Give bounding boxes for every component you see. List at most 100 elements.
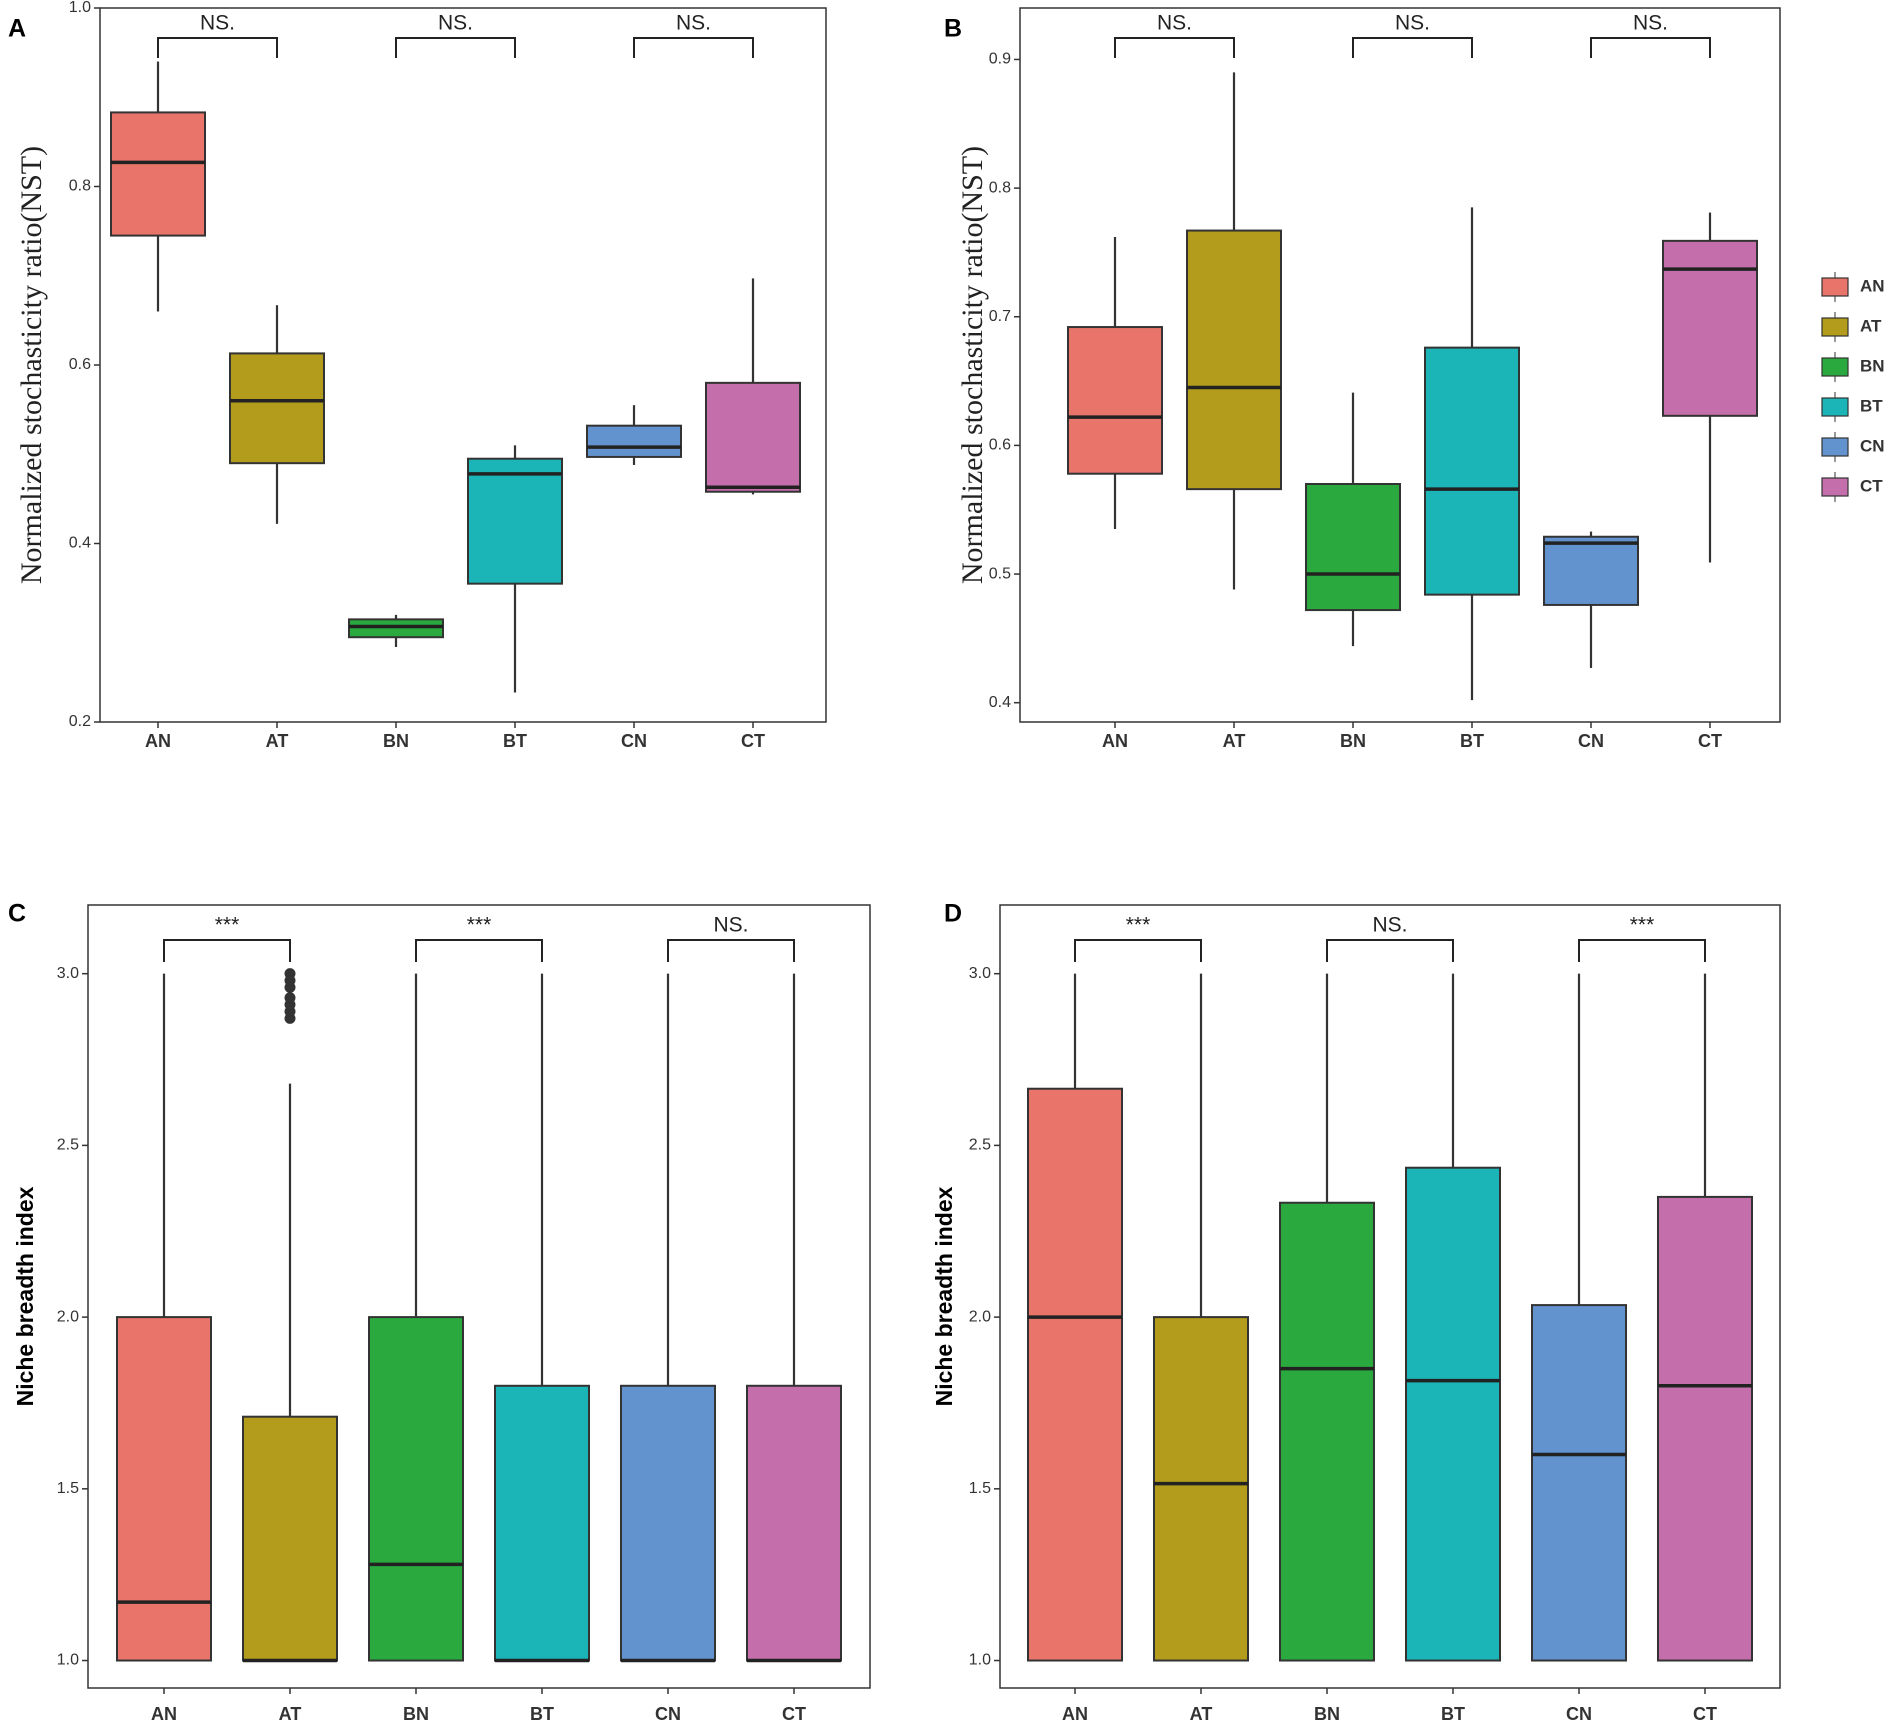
legend-item-bn: BN [1821, 352, 1885, 382]
legend-swatch [1821, 477, 1849, 497]
legend-swatch [1821, 317, 1849, 337]
y-tick-label-d: 1.5 [969, 1480, 991, 1497]
y-tick-label-a: 1.0 [69, 0, 91, 16]
x-tick-label-d: BN [1314, 1704, 1340, 1724]
significance-label-d: *** [1126, 914, 1151, 937]
box-d-cn [1531, 973, 1627, 1662]
x-tick-label-b: BT [1460, 731, 1484, 751]
y-tick-label-b: 0.7 [989, 308, 1011, 325]
legend-label: AN [1860, 276, 1885, 295]
significance-bracket-c [163, 939, 291, 962]
legend-label: AT [1860, 316, 1882, 335]
y-tick-label-d: 2.5 [969, 1137, 991, 1154]
iqr-box [1027, 1087, 1123, 1662]
x-tick-label-a: AT [266, 731, 289, 751]
legend-swatch [1821, 277, 1849, 297]
box-a-bt [467, 445, 563, 693]
x-tick-label-a: AN [145, 731, 171, 751]
legend-label: CT [1860, 476, 1883, 495]
y-tick-label-b: 0.6 [989, 437, 1011, 454]
panel-label-d: D [944, 900, 962, 928]
significance-label-c: NS. [713, 914, 748, 937]
x-tick-label-c: BN [403, 1704, 429, 1724]
panel-b: B 0.4 0.5 0.6 0.7 0.8 0.9 Normalized stochastic… [944, 7, 1781, 751]
box-a-ct [705, 278, 801, 495]
iqr-box [1305, 483, 1401, 612]
legend-item-bt: BT [1821, 392, 1883, 422]
box-a-an [110, 61, 206, 312]
iqr-box [368, 1316, 464, 1662]
panel-label-a: A [8, 15, 26, 43]
legend: AN AT BN BT CN CT [1821, 272, 1885, 502]
box-a-cn [586, 405, 682, 465]
iqr-box [1405, 1166, 1501, 1662]
x-tick-label-c: CT [782, 1704, 806, 1724]
significance-label-a: NS. [676, 12, 711, 35]
iqr-box [1153, 1316, 1249, 1662]
outlier-point [284, 992, 296, 1004]
y-axis-title-c: Niche breadth index [12, 1186, 38, 1406]
significance-label-b: NS. [1157, 12, 1192, 35]
iqr-box [1186, 229, 1282, 491]
x-tick-label-d: AN [1062, 1704, 1088, 1724]
iqr-box [1279, 1201, 1375, 1662]
iqr-box [116, 1316, 212, 1662]
x-tick-label-b: AT [1223, 731, 1246, 751]
x-tick-label-b: CN [1578, 731, 1604, 751]
y-tick-label-a: 0.2 [69, 713, 91, 730]
y-tick-label-c: 2.0 [57, 1308, 79, 1325]
significance-bracket-c [667, 939, 795, 962]
legend-item-ct: CT [1821, 472, 1883, 502]
iqr-box [467, 457, 563, 585]
iqr-box [1657, 1195, 1753, 1662]
y-tick-label-b: 0.8 [989, 179, 1011, 196]
x-tick-label-d: BT [1441, 1704, 1465, 1724]
box-c-bt [494, 973, 590, 1663]
x-tick-label-b: CT [1698, 731, 1722, 751]
x-tick-label-b: AN [1102, 731, 1128, 751]
iqr-box [705, 381, 801, 493]
x-tick-label-b: BN [1340, 731, 1366, 751]
significance-label-c: *** [467, 914, 492, 937]
iqr-box [348, 618, 444, 639]
x-tick-label-a: CT [741, 731, 765, 751]
y-tick-label-d: 2.0 [969, 1308, 991, 1325]
box-d-an [1027, 973, 1123, 1662]
x-tick-label-c: AN [151, 1704, 177, 1724]
iqr-box [1424, 346, 1520, 596]
x-tick-label-d: AT [1190, 1704, 1213, 1724]
iqr-box [242, 1415, 338, 1662]
iqr-box [110, 111, 206, 237]
significance-bracket-c [415, 939, 543, 962]
box-d-ct [1657, 973, 1753, 1662]
y-tick-label-a: 0.4 [69, 535, 91, 552]
panel-d: D 1.0 1.5 2.0 2.5 3.0 Niche breadth index AN AT B… [931, 900, 1781, 1724]
x-tick-label-c: BT [530, 1704, 554, 1724]
y-tick-label-c: 1.5 [57, 1480, 79, 1497]
box-c-ct [746, 973, 842, 1663]
box-c-an [116, 973, 212, 1662]
significance-label-d: *** [1630, 914, 1655, 937]
x-tick-label-a: BN [383, 731, 409, 751]
significance-bracket-b [1114, 37, 1235, 58]
significance-bracket-d [1326, 939, 1454, 962]
box-b-an [1067, 236, 1163, 530]
y-tick-label-d: 1.0 [969, 1652, 991, 1669]
panel-c: C 1.0 1.5 2.0 2.5 3.0 Niche breadth index AN AT B… [8, 900, 871, 1724]
iqr-box [1067, 326, 1163, 475]
iqr-box [746, 1384, 842, 1662]
box-c-at [242, 968, 338, 1663]
box-b-cn [1543, 531, 1639, 668]
significance-bracket-d [1074, 939, 1202, 962]
box-c-bn [368, 973, 464, 1662]
significance-bracket-a [633, 37, 754, 58]
significance-label-a: NS. [438, 12, 473, 35]
y-tick-label-a: 0.6 [69, 356, 91, 373]
iqr-box [229, 352, 325, 465]
significance-label-d: NS. [1372, 914, 1407, 937]
significance-label-b: NS. [1633, 12, 1668, 35]
y-tick-label-b: 0.5 [989, 565, 1011, 582]
legend-item-at: AT [1821, 312, 1882, 342]
legend-label: BT [1860, 396, 1883, 415]
